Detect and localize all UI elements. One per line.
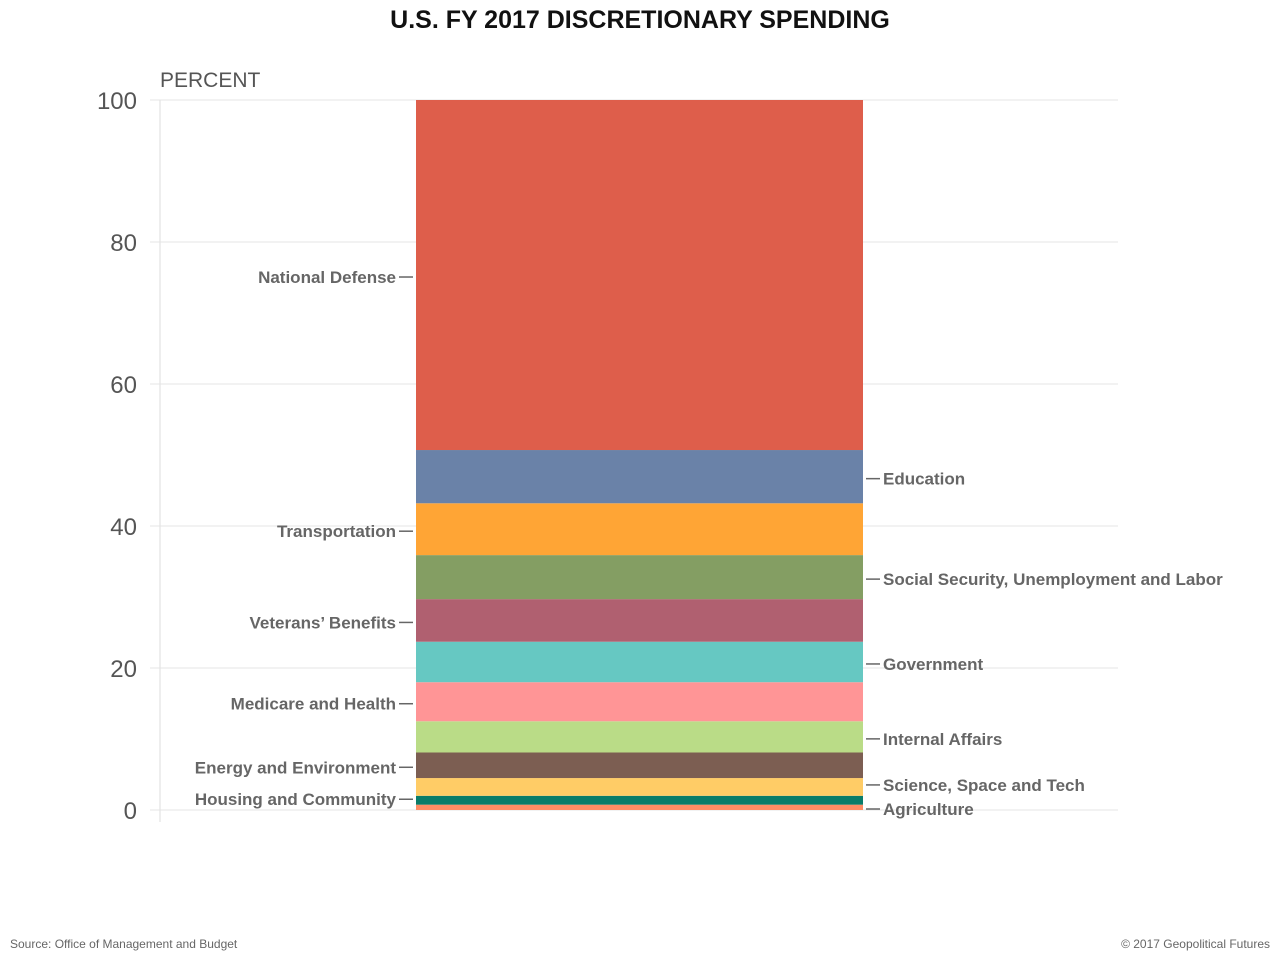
bar-segment (416, 778, 863, 796)
bar-segment (416, 503, 863, 556)
segment-label: Energy and Environment (195, 758, 397, 777)
bar-segment (416, 599, 863, 642)
segment-label: Agriculture (883, 800, 974, 819)
y-tick-label: 60 (110, 372, 137, 399)
segment-label: Transportation (277, 522, 396, 541)
copyright-note: © 2017 Geopolitical Futures (1121, 937, 1270, 951)
bar-segment (416, 682, 863, 722)
segment-label: Science, Space and Tech (883, 776, 1085, 795)
y-tick-label: 100 (97, 88, 137, 115)
segment-label: Internal Affairs (883, 730, 1002, 749)
segment-label: Housing and Community (195, 790, 397, 809)
source-note: Source: Office of Management and Budget (10, 937, 238, 951)
bar-segment (416, 721, 863, 753)
y-tick-label: 80 (110, 230, 137, 257)
segment-label: Government (883, 655, 983, 674)
y-axis-label: PERCENT (160, 69, 261, 92)
bar-segment (416, 100, 863, 451)
y-tick-label: 0 (124, 798, 137, 825)
y-tick-label: 40 (110, 514, 137, 541)
bar-segment (416, 804, 863, 810)
bar-segment (416, 795, 863, 805)
segment-label: Medicare and Health (231, 695, 396, 714)
bar-segment (416, 555, 863, 600)
chart-title: U.S. FY 2017 DISCRETIONARY SPENDING (390, 6, 890, 34)
segment-label: Veterans’ Benefits (250, 613, 396, 632)
bar-segment (416, 641, 863, 683)
bar-segment (416, 450, 863, 504)
bar-segment (416, 752, 863, 779)
segment-label: Education (883, 470, 965, 489)
segment-label: National Defense (258, 268, 396, 287)
segment-label: Social Security, Unemployment and Labor (883, 570, 1223, 589)
y-tick-label: 20 (110, 656, 137, 683)
